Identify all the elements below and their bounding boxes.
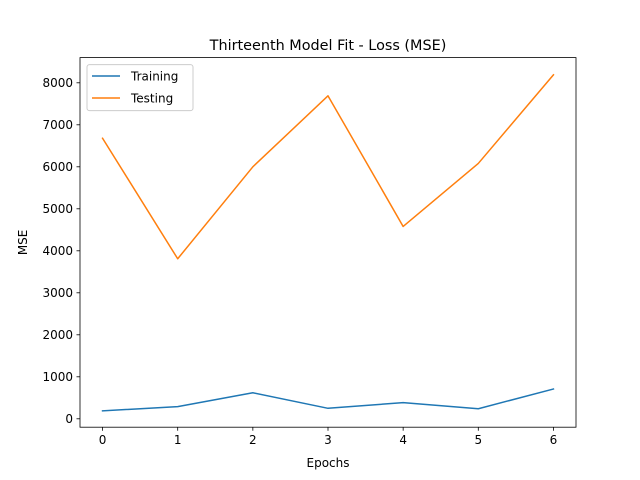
x-tick-label: 2 [249,433,257,447]
y-tick-label: 2000 [42,328,73,342]
x-axis: 0 1 2 3 4 5 6 [99,427,558,447]
series-line-training [101,388,555,412]
x-tick-label: 1 [174,433,182,447]
y-axis: 0 1000 2000 3000 4000 5000 6000 7000 8000 [42,76,80,426]
y-tick-label: 6000 [42,160,73,174]
x-tick-label: 4 [399,433,407,447]
y-tick-label: 7000 [42,118,73,132]
series-layer [101,73,555,412]
legend: Training Testing [86,64,194,112]
y-tick-label: 4000 [42,244,73,258]
chart-title: Thirteenth Model Fit - Loss (MSE) [209,38,447,54]
x-tick-label: 5 [474,433,482,447]
x-tick-label: 0 [99,433,107,447]
y-tick-label: 8000 [42,76,73,90]
x-tick-label: 6 [550,433,558,447]
legend-label-testing: Testing [130,91,173,105]
y-tick-label: 5000 [42,202,73,216]
y-axis-label: MSE [16,230,30,256]
legend-label-training: Training [130,69,178,83]
x-tick-label: 3 [324,433,332,447]
y-tick-label: 1000 [42,370,73,384]
x-axis-label: Epochs [307,456,350,470]
plot-frame [79,57,577,428]
y-tick-label: 0 [65,412,73,426]
y-tick-label: 3000 [42,286,73,300]
series-line-testing [101,73,555,260]
